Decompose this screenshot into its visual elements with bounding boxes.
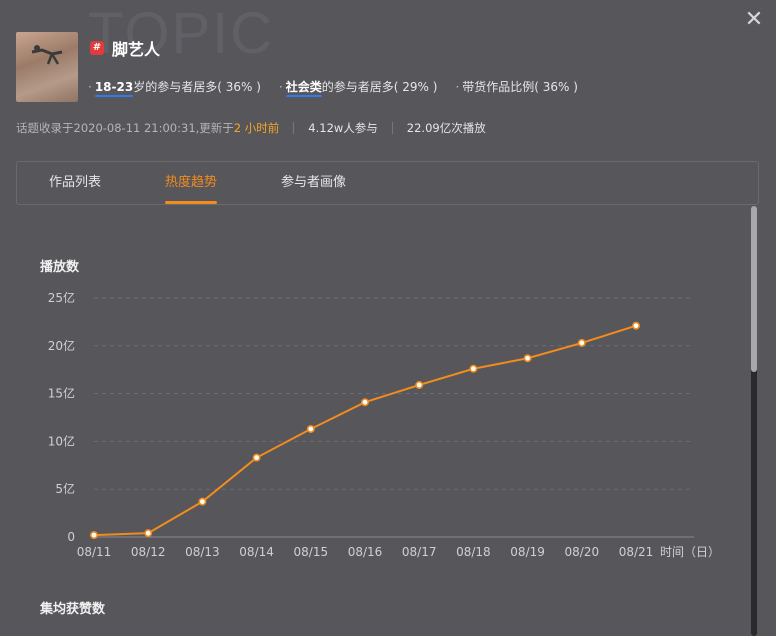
- x-tick-label: 08/15: [294, 545, 329, 559]
- hashtag-icon: #: [90, 41, 104, 55]
- x-tick-label: 08/21: [619, 545, 654, 559]
- x-tick-label: 08/20: [565, 545, 600, 559]
- data-point: [415, 380, 424, 389]
- y-tick-label: 25亿: [48, 290, 75, 305]
- scrollbar-thumb[interactable]: [751, 206, 757, 372]
- stat-category: · 社会类的参与者居多( 29% ): [278, 80, 438, 94]
- data-point: [577, 338, 586, 347]
- meta-divider: [391, 122, 393, 134]
- next-section-title: 集均获赞数: [40, 602, 106, 617]
- x-tick-label: 08/11: [77, 545, 112, 559]
- x-tick-label: 08/12: [131, 545, 166, 559]
- topic-header: # 脚艺人: [90, 36, 160, 60]
- stat-age-text: 岁的参与者居多: [133, 80, 218, 94]
- data-point: [144, 529, 153, 538]
- data-point: [523, 354, 532, 363]
- stat-category-highlight: 社会类: [285, 80, 322, 94]
- meta-divider: [293, 122, 295, 134]
- data-point: [631, 321, 640, 330]
- tab-participants[interactable]: 参与者画像: [281, 175, 347, 190]
- x-tick-label: 08/17: [402, 545, 437, 559]
- topic-watermark: TOPIC: [88, 1, 275, 66]
- scrollbar-track[interactable]: [751, 206, 757, 636]
- x-tick-label: 08/13: [185, 545, 220, 559]
- tab-bar: 作品列表 热度趋势 参与者画像: [16, 161, 759, 205]
- y-tick-label: 15亿: [48, 386, 75, 401]
- updated-time: 2 小时前: [233, 121, 280, 135]
- x-tick-label: 08/16: [348, 545, 383, 559]
- dancer-figure-icon: [31, 45, 63, 65]
- stat-commerce: · 带货作品比例( 36% ): [455, 80, 578, 94]
- series-line: [93, 324, 637, 537]
- x-tick-label: 08/14: [239, 545, 274, 559]
- stat-commerce-percent: ( 36% ): [534, 80, 578, 94]
- stat-age: · 18-23岁的参与者居多( 36% ): [88, 80, 261, 94]
- tab-trend[interactable]: 热度趋势: [133, 162, 249, 204]
- topic-name: 脚艺人: [112, 40, 161, 59]
- data-point: [198, 497, 207, 506]
- data-point: [90, 531, 99, 540]
- tab-works[interactable]: 作品列表: [49, 175, 102, 190]
- x-axis-label: 时间（日）: [660, 545, 720, 559]
- data-point: [469, 364, 478, 373]
- topic-meta: 话题收录于2020-08-11 21:00:31,更新于 2 小时前 4.12w人…: [16, 120, 486, 136]
- stat-category-text: 的参与者居多: [321, 80, 394, 94]
- y-tick-label: 10亿: [48, 433, 75, 448]
- stat-category-percent: ( 29% ): [393, 80, 438, 94]
- chart-title: 播放数: [40, 260, 80, 275]
- topic-stats: · 18-23岁的参与者居多( 36% ) · 社会类的参与者居多( 29% ) ·…: [88, 78, 578, 95]
- x-tick-label: 08/19: [510, 545, 545, 559]
- participant-count: 4.12w人参与: [308, 121, 378, 135]
- stat-age-highlight: 18-23: [94, 80, 134, 94]
- data-point: [360, 398, 369, 407]
- x-tick-label: 08/18: [456, 545, 491, 559]
- stat-commerce-text: 带货作品比例: [462, 80, 535, 94]
- collected-date: 话题收录于2020-08-11 21:00:31,更新于: [16, 121, 234, 135]
- data-point: [252, 453, 261, 462]
- data-point: [306, 424, 315, 433]
- play-count: 22.09亿次播放: [406, 121, 486, 135]
- stat-age-percent: ( 36% ): [217, 80, 261, 94]
- close-icon[interactable]: ✕: [744, 7, 764, 32]
- y-tick-label: 20亿: [48, 338, 75, 353]
- y-tick-label: 0: [67, 530, 75, 544]
- topic-thumbnail: [16, 32, 78, 102]
- y-tick-label: 5亿: [55, 481, 75, 496]
